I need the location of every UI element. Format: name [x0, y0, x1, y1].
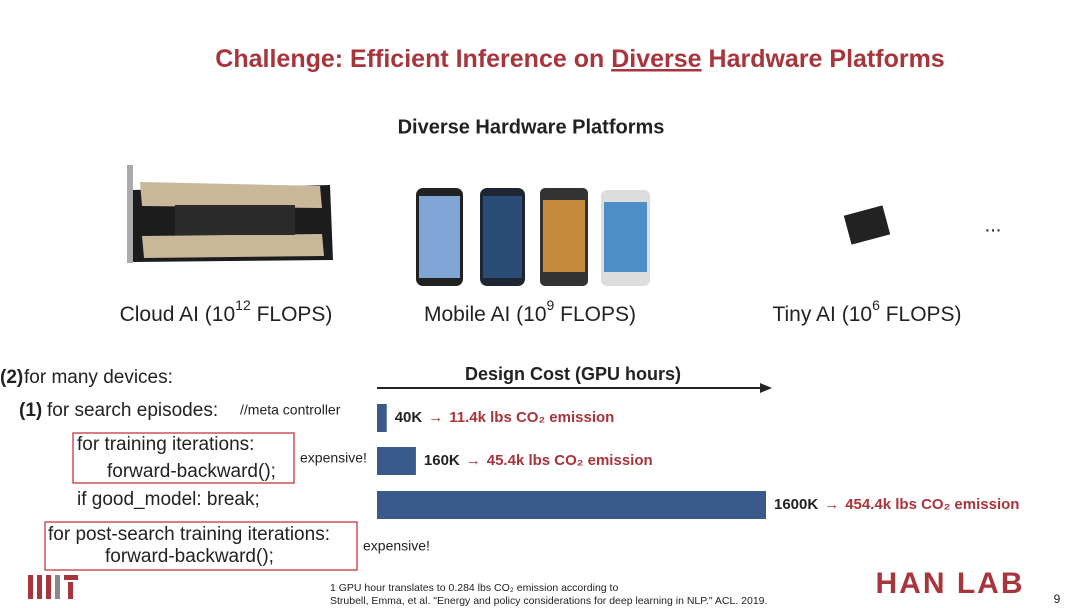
- section-title: Diverse Hardware Platforms: [398, 116, 665, 138]
- annotation: expensive!: [363, 538, 430, 554]
- bar: [377, 491, 766, 519]
- platform-label: Mobile AI (109 FLOPS): [424, 297, 636, 326]
- bar: [377, 404, 387, 432]
- code-comment: //meta controller: [240, 402, 341, 418]
- chip-image: [843, 205, 891, 245]
- arrow: →: [824, 496, 839, 513]
- platform-label: Tiny AI (106 FLOPS): [772, 297, 961, 326]
- step-number: (1): [19, 400, 42, 421]
- ellipsis: ...: [985, 214, 1002, 236]
- label-text: FLOPS): [251, 303, 333, 326]
- label-text: FLOPS): [880, 303, 962, 326]
- value-label: 160K: [424, 452, 460, 469]
- code-line: for training iterations:: [77, 434, 254, 455]
- code-line: forward-backward();: [105, 546, 274, 567]
- platform-label: Cloud AI (1012 FLOPS): [120, 297, 333, 326]
- page-number: 9: [1054, 592, 1061, 606]
- arrow: →: [428, 409, 443, 426]
- highlight-box: [72, 432, 295, 484]
- code-line: if good_model: break;: [77, 489, 260, 510]
- code-line: for search episodes:: [47, 400, 218, 421]
- label-text: Mobile AI (10: [424, 303, 547, 326]
- title-part: Hardware Platforms: [702, 45, 945, 73]
- code-line: for post-search training iterations:: [48, 524, 330, 545]
- exponent: 9: [547, 297, 555, 313]
- bar-label: 160K → 45.4k lbs CO₂ emission: [424, 452, 653, 469]
- bar-label: 1600K → 454.4k lbs CO₂ emission: [774, 496, 1019, 513]
- label-text: FLOPS): [554, 303, 636, 326]
- code-line: for many devices:: [24, 367, 173, 388]
- exponent: 6: [872, 297, 880, 313]
- phones-image: [416, 188, 650, 286]
- footnote: Strubell, Emma, et al. "Energy and polic…: [330, 595, 767, 607]
- bar-label: 40K → 11.4k lbs CO₂ emission: [395, 409, 615, 426]
- arrow-head: [760, 383, 772, 393]
- footnote: 1 GPU hour translates to 0.284 lbs CO₂ e…: [330, 582, 618, 594]
- exponent: 12: [235, 297, 251, 313]
- label-text: Tiny AI (10: [772, 303, 872, 326]
- code-line: forward-backward();: [107, 461, 276, 482]
- step-number: (2): [0, 367, 23, 388]
- emission-label: 11.4k lbs CO₂ emission: [449, 409, 614, 426]
- cost-title: Design Cost (GPU hours): [465, 364, 681, 384]
- label-text: Cloud AI (10: [120, 303, 236, 326]
- highlight-box: [44, 521, 358, 571]
- title-emphasis: Diverse: [611, 45, 701, 73]
- bar: [377, 447, 416, 475]
- slide-title: Challenge: Efficient Inference on Divers…: [215, 45, 944, 73]
- title-part: Challenge: Efficient Inference on: [215, 45, 611, 73]
- cost-bars: 40K → 11.4k lbs CO₂ emission 160K → 45.4k lbs…: [377, 404, 1019, 519]
- emission-label: 45.4k lbs CO₂ emission: [487, 452, 653, 469]
- value-label: 40K: [395, 409, 423, 426]
- value-label: 1600K: [774, 496, 818, 513]
- arrow: →: [466, 452, 481, 469]
- emission-label: 454.4k lbs CO₂ emission: [845, 496, 1019, 513]
- lab-logo: HAN LAB: [876, 567, 1025, 600]
- gpu-image: [127, 165, 333, 263]
- annotation: expensive!: [300, 450, 367, 466]
- mit-logo: [28, 575, 78, 599]
